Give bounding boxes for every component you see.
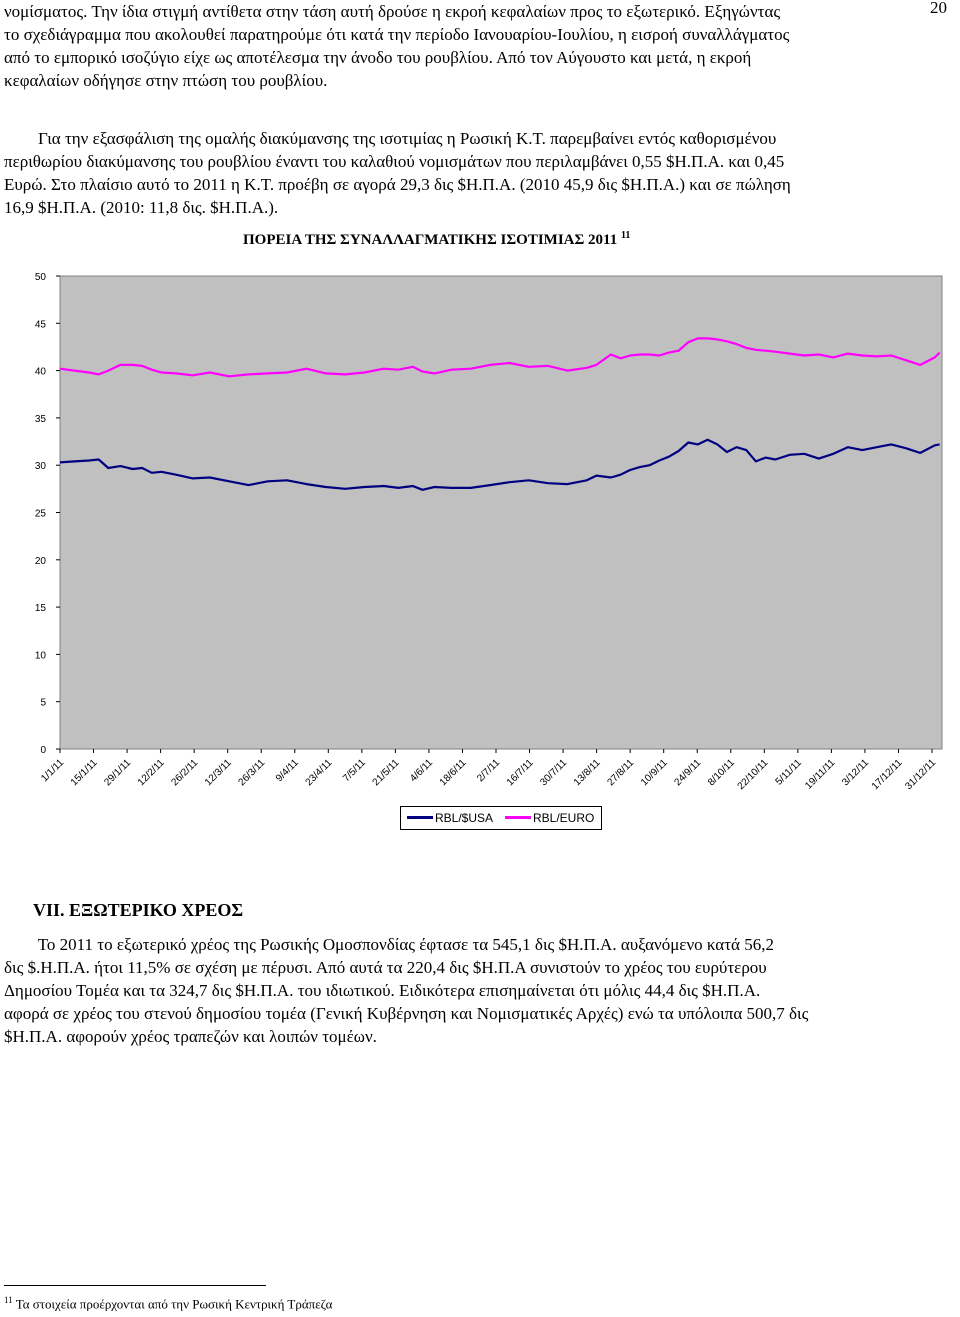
- x-tick-label: 29/1/11: [102, 757, 133, 788]
- text-line: νομίσματος. Την ίδια στιγμή αντίθετα στη…: [4, 2, 781, 21]
- x-tick-label: 30/7/11: [538, 757, 569, 788]
- x-tick-label: 5/11/11: [774, 757, 805, 788]
- legend-label-usd: RBL/$USA: [435, 811, 494, 825]
- series-line-rbl-euro: [59, 337, 941, 378]
- x-tick-label: 3/12/11: [840, 757, 871, 788]
- text-line: το σχεδιάγραμμα που ακολουθεί παρατηρούμ…: [4, 25, 790, 44]
- text-line: Ευρώ. Στο πλαίσιο αυτό το 2011 η Κ.Τ. πρ…: [4, 175, 791, 194]
- chart-legend: RBL/$USA RBL/EURO: [400, 806, 602, 830]
- paragraph-3: Το 2011 το εξωτερικό χρέος της Ρωσικής Ο…: [4, 933, 956, 1048]
- x-tick-label: 27/8/11: [605, 757, 636, 788]
- text-line: Για την εξασφάλιση της ομαλής διακύμανση…: [4, 129, 777, 148]
- x-tick-label: 12/2/11: [136, 757, 167, 788]
- footnote-divider: [4, 1285, 266, 1286]
- y-tick-label: 40: [35, 367, 47, 378]
- page-number: 20: [930, 0, 947, 17]
- x-tick-label: 17/12/11: [870, 757, 905, 792]
- x-tick-label: 26/3/11: [237, 757, 268, 788]
- plot-area: [59, 275, 943, 750]
- paragraph-2: Για την εξασφάλιση της ομαλής διακύμανση…: [4, 127, 956, 219]
- text-line: Δημοσίου Τομέα και τα 324,7 δις $Η.Π.Α. …: [4, 981, 761, 1000]
- text-line: κεφαλαίων οδήγησε στην πτώση του ρουβλίο…: [4, 71, 328, 90]
- y-tick-label: 15: [35, 603, 47, 614]
- text-line: $Η.Π.Α. αφορούν χρέος τραπεζών και λοιπώ…: [4, 1027, 377, 1046]
- x-tick-label: 18/6/11: [438, 757, 469, 788]
- text-line: αφορά σε χρέος του στενού δημοσίου τομέα…: [4, 1004, 809, 1023]
- x-tick-label: 15/1/11: [69, 757, 100, 788]
- legend-label-euro: RBL/EURO: [533, 811, 595, 825]
- exchange-rate-chart: 0 5 10 15 20 25 30 35 40 45 50 1/1/11 15/1/11 29/1/11…: [35, 272, 943, 792]
- x-tick-label: 23/4/11: [304, 757, 335, 788]
- y-tick-label: 45: [35, 319, 47, 330]
- x-tick-label: 19/11/11: [803, 757, 838, 792]
- text-line: δις $.Η.Π.Α. ήτοι 11,5% σε σχέση με πέρυ…: [4, 958, 767, 977]
- text-line: περιθωρίου διακύμανσης του ρουβλίου έναν…: [4, 152, 785, 171]
- x-tick-label: 4/6/11: [408, 757, 435, 784]
- text-line: 16,9 $Η.Π.Α. (2010: 11,8 δις. $Η.Π.Α.).: [4, 198, 279, 217]
- y-tick-label: 0: [40, 745, 46, 756]
- x-tick-label: 9/4/11: [274, 757, 301, 784]
- y-tick-label: 30: [35, 461, 47, 472]
- x-tick-label: 8/10/11: [706, 757, 737, 788]
- chart-title-footnote-ref: 11: [620, 230, 631, 241]
- y-tick-label: 35: [35, 414, 47, 425]
- x-tick-label: 21/5/11: [371, 757, 402, 788]
- x-tick-label: 2/7/11: [475, 757, 502, 784]
- y-tick-label: 25: [35, 509, 47, 520]
- series-line-rbl-usd: [59, 438, 940, 491]
- text-line: Το 2011 το εξωτερικό χρέος της Ρωσικής Ο…: [4, 935, 774, 954]
- y-tick-label: 5: [40, 698, 46, 709]
- x-tick-label: 22/10/11: [736, 757, 771, 792]
- y-tick-label: 20: [35, 556, 47, 567]
- footnote-number: 11: [4, 1295, 13, 1305]
- text-line: από το εμπορικό ισοζύγιο είχε ως αποτέλε…: [4, 48, 752, 67]
- x-tick-label: 31/12/11: [903, 757, 938, 792]
- legend-swatch-euro: [505, 816, 531, 819]
- legend-swatch-usd: [407, 816, 433, 819]
- footnote: 11 Τα στοιχεία προέρχονται από την Ρωσικ…: [4, 1295, 332, 1312]
- footnote-text: Τα στοιχεία προέρχονται από την Ρωσική Κ…: [15, 1296, 333, 1312]
- x-tick-label: 12/3/11: [203, 757, 234, 788]
- x-tick-label: 24/9/11: [673, 757, 704, 788]
- chart-title: ΠΟΡΕΙΑ ΤΗΣ ΣΥΝΑΛΛΑΓΜΑΤΙΚΗΣ ΙΣΟΤΙΜΙΑΣ 201…: [243, 230, 630, 249]
- y-tick-label: 10: [35, 650, 47, 661]
- y-tick-label: 50: [35, 272, 47, 283]
- x-tick-label: 1/1/11: [39, 757, 66, 784]
- x-tick-label: 13/8/11: [572, 757, 603, 788]
- x-tick-label: 26/2/11: [169, 757, 200, 788]
- section-heading: VII. ΕΞΩΤΕΡΙΚΟ ΧΡΕΟΣ: [33, 900, 244, 920]
- chart-title-text: ΠΟΡΕΙΑ ΤΗΣ ΣΥΝΑΛΛΑΓΜΑΤΙΚΗΣ ΙΣΟΤΙΜΙΑΣ 201…: [243, 232, 618, 248]
- x-tick-label: 7/5/11: [341, 757, 368, 784]
- x-tick-label: 10/9/11: [639, 757, 670, 788]
- x-tick-label: 16/7/11: [505, 757, 536, 788]
- paragraph-1: νομίσματος. Την ίδια στιγμή αντίθετα στη…: [4, 0, 956, 92]
